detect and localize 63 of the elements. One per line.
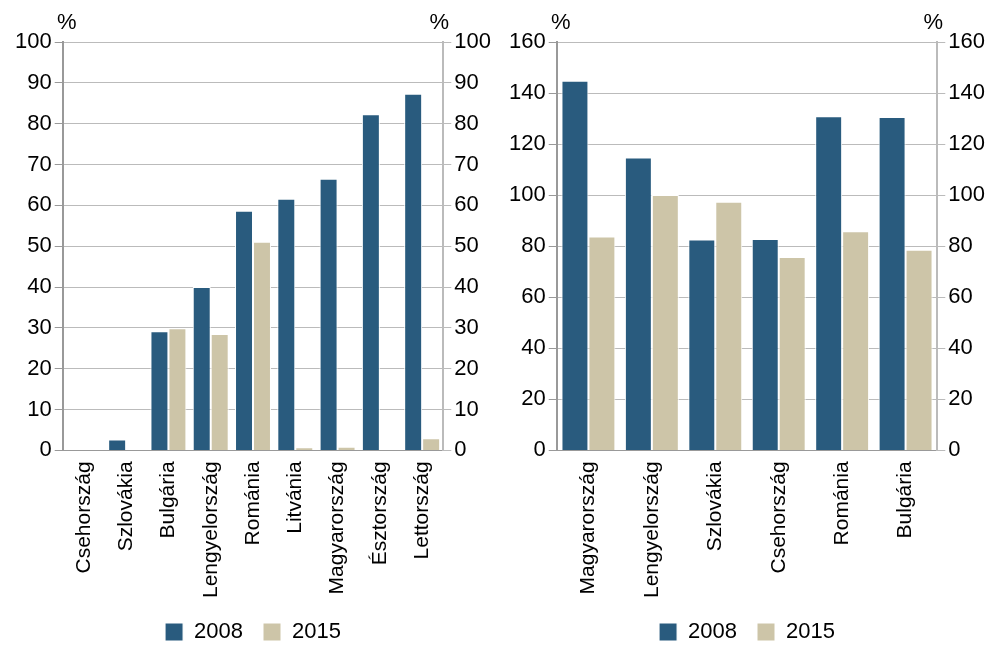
x-tick-label: Szlovákia [112,461,136,552]
y-tick-label: 20 [27,354,52,380]
y-tick-label: 40 [27,273,52,299]
y-tick-label: 80 [27,109,52,135]
y-tick-label: 60 [521,283,546,309]
y-tick-label: 90 [27,68,52,94]
y2-tick-label: 30 [454,313,479,339]
y-tick-label: 140 [508,79,546,105]
legend-label: 2008 [194,618,244,644]
y2-tick-label: 100 [454,28,492,54]
y2-tick-label: 60 [948,283,973,309]
x-tick-label: Románia [828,461,852,546]
y2-axis-title: % [923,9,944,35]
y-tick-label: 70 [27,150,52,176]
y-tick-label: 120 [508,130,546,156]
x-tick-label: Szlovákia [702,461,726,552]
y2-tick-label: 140 [948,79,986,105]
x-tick-label: Lengyelország [638,461,662,598]
y-tick-label: 20 [521,385,546,411]
y-tick-label: 60 [27,191,52,217]
y2-tick-label: 10 [454,395,479,421]
y2-tick-label: 50 [454,232,479,258]
y2-tick-label: 0 [454,436,467,462]
y-tick-label: 100 [508,181,546,207]
x-tick-label: Bulgária [892,461,916,539]
x-tick-label: Csehország [70,461,94,574]
x-tick-label: Bulgária [155,461,179,539]
y2-tick-label: 40 [454,273,479,299]
y-axis-title: % [550,9,571,35]
y2-tick-label: 60 [454,191,479,217]
y-tick-label: 0 [533,436,546,462]
x-tick-label: Lettország [408,461,432,560]
x-tick-label: Lengyelország [197,461,221,598]
y2-tick-label: 90 [454,68,479,94]
y-tick-label: 50 [27,232,52,258]
x-tick-label: Észtország [366,461,390,566]
y2-tick-label: 80 [454,109,479,135]
y-tick-label: 100 [14,28,52,54]
y2-tick-label: 0 [948,436,961,462]
y2-tick-label: 160 [948,28,986,54]
x-tick-label: Csehország [765,461,789,574]
y2-tick-label: 120 [948,130,986,156]
x-tick-label: Magyarország [324,461,348,595]
legend-label: 2015 [292,618,341,644]
y2-tick-label: 20 [454,354,479,380]
y-tick-label: 80 [521,232,546,258]
y-tick-label: 10 [27,395,52,421]
y2-tick-label: 100 [948,181,986,207]
x-tick-label: Románia [239,461,263,546]
y2-tick-label: 80 [948,232,973,258]
y-tick-label: 40 [521,334,546,360]
y-tick-label: 30 [27,313,52,339]
y2-tick-label: 40 [948,334,973,360]
legend-label: 2015 [786,618,835,644]
y-tick-label: 0 [39,436,52,462]
y-axis-title: % [56,9,77,35]
y-tick-label: 160 [508,28,546,54]
y2-tick-label: 70 [454,150,479,176]
legend-label: 2008 [688,618,738,644]
y2-tick-label: 20 [948,385,973,411]
y2-axis-title: % [429,9,450,35]
x-tick-label: Litvánia [282,461,306,534]
x-tick-label: Magyarország [575,461,599,595]
